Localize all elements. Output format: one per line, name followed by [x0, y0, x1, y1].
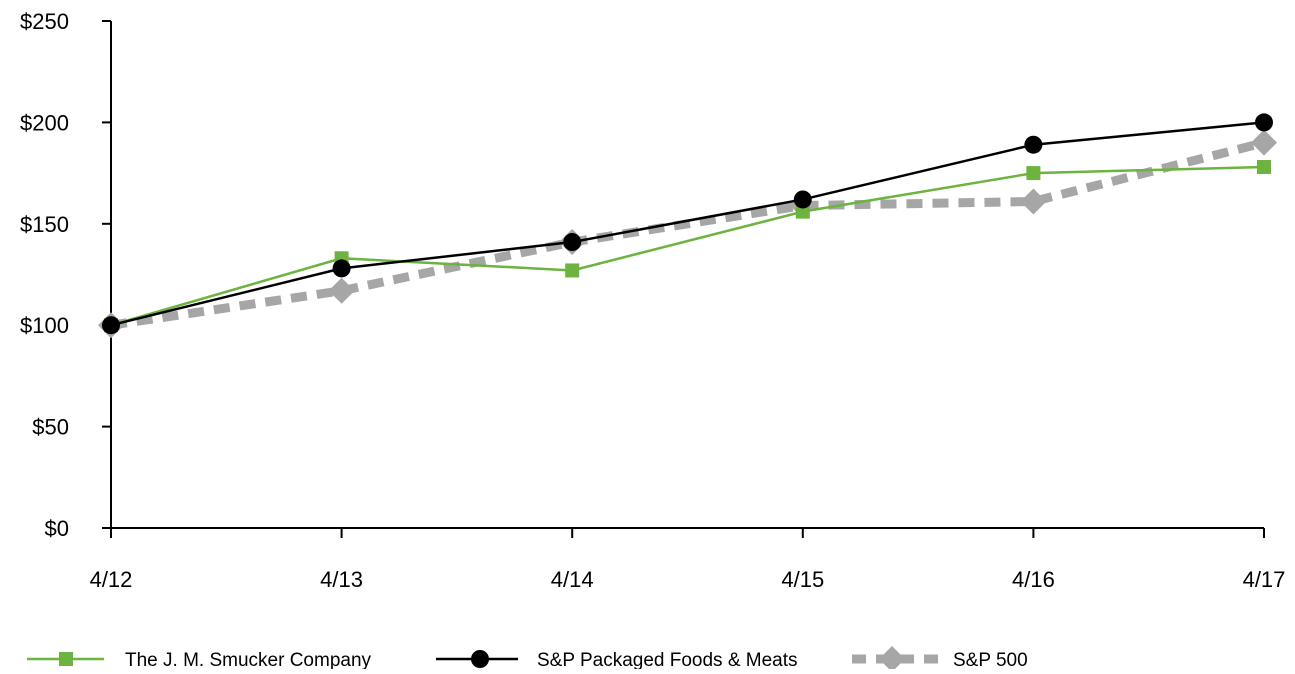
series-1 [102, 113, 1273, 335]
legend-item-0: The J. M. Smucker Company [27, 650, 372, 671]
x-axis-ticks: 4/12 4/13 4/14 4/15 4/16 4/17 [90, 528, 1286, 592]
legend-marker [59, 652, 73, 666]
y-axis-ticks: $0 $50 $100 $150 $200 $250 [20, 9, 111, 541]
data-point [565, 263, 580, 278]
series-line [110, 165, 1265, 327]
legend-item-1: S&P Packaged Foods & Meats [436, 650, 798, 671]
data-point [793, 190, 812, 209]
data-point [102, 316, 120, 335]
data-point [1255, 113, 1273, 132]
series-line [110, 138, 1266, 330]
series-2 [98, 129, 1277, 339]
x-tick-label: 4/15 [781, 567, 824, 592]
data-point [332, 259, 351, 278]
x-tick-label: 4/17 [1243, 567, 1286, 592]
data-point [1251, 129, 1277, 156]
data-point [1020, 188, 1047, 215]
y-tick-label: $100 [20, 313, 69, 338]
legend-item-2: S&P 500 [852, 646, 1028, 672]
series-line [110, 121, 1265, 327]
y-tick-label: $50 [32, 415, 69, 440]
legend-label: The J. M. Smucker Company [125, 650, 372, 669]
data-point [1026, 166, 1041, 181]
legend-label: S&P Packaged Foods & Meats [537, 650, 798, 669]
y-tick-label: $250 [20, 9, 69, 34]
data-point [1024, 135, 1043, 154]
y-tick-label: $150 [20, 212, 69, 237]
data-point [1257, 160, 1271, 175]
series-layer [98, 113, 1277, 339]
x-tick-label: 4/12 [90, 567, 133, 592]
x-tick-label: 4/16 [1012, 567, 1055, 592]
legend: The J. M. Smucker Company S&P Packaged Fo… [27, 646, 1028, 672]
x-tick-label: 4/14 [551, 567, 594, 592]
legend-label: S&P 500 [953, 650, 1028, 669]
data-point [563, 233, 582, 252]
x-tick-label: 4/13 [320, 567, 363, 592]
data-point [328, 277, 355, 304]
legend-marker [879, 646, 905, 672]
legend-marker [471, 650, 489, 668]
data-point [795, 204, 810, 219]
y-tick-label: $0 [45, 516, 69, 541]
y-tick-label: $200 [20, 110, 69, 135]
